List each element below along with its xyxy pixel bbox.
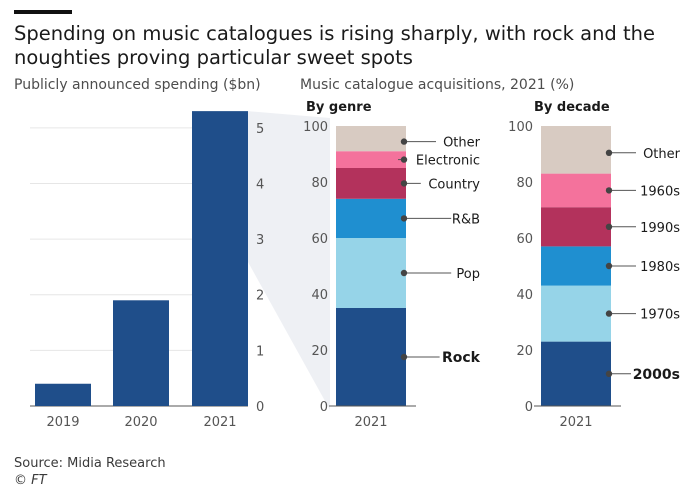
spending-y-tick-label: 5: [256, 122, 264, 137]
decade-segment-label-1960s: 1960s: [640, 184, 680, 199]
spending-y-tick-label: 2: [256, 289, 264, 304]
decade-label-dot: [605, 262, 613, 270]
title-accent-bar: [14, 10, 72, 14]
genre-label-dot: [400, 353, 408, 361]
genre-segment-label-r-b: R&B: [452, 212, 480, 227]
spending-bar-2019: [35, 383, 91, 406]
spending-y-tick-label: 4: [256, 177, 264, 192]
connector-funnel: [248, 111, 330, 411]
decade-label-dot: [605, 223, 613, 230]
spending-y-tick-label: 1: [256, 344, 264, 359]
spending-y-tick-label: 3: [256, 233, 264, 248]
genre-segment-pop: [336, 238, 406, 308]
chart-title: Spending on music catalogues is rising s…: [14, 22, 656, 69]
panel-heading-genre: By genre: [306, 100, 372, 115]
genre-segment-rock: [336, 308, 406, 406]
decade-label-dot: [605, 149, 613, 156]
spending-x-tick-label: 2019: [46, 415, 79, 430]
decade-y-tick-label: 100: [508, 120, 533, 135]
genre-segment-r-b: [336, 198, 406, 238]
genre-segment-other: [336, 126, 406, 152]
genre-segment-label-other: Other: [443, 136, 481, 151]
genre-y-tick-label: 20: [311, 344, 328, 359]
spending-bar-2020: [113, 300, 169, 406]
decade-segment-1980s: [541, 246, 611, 286]
genre-y-tick-label: 100: [303, 120, 328, 135]
decade-y-tick-label: 60: [516, 232, 533, 247]
genre-y-tick-label: 40: [311, 288, 328, 303]
genre-segment-label-rock: Rock: [442, 350, 481, 366]
spending-chart-title: Publicly announced spending ($bn): [14, 77, 261, 93]
genre-y-tick-label: 80: [311, 176, 328, 191]
decade-segment-label-1980s: 1980s: [640, 260, 680, 275]
decade-label-dot: [605, 310, 613, 317]
decade-x-tick-label: 2021: [559, 415, 592, 430]
spending-x-tick-label: 2021: [203, 415, 236, 430]
genre-segment-label-country: Country: [428, 177, 480, 192]
genre-segment-country: [336, 168, 406, 199]
decade-label-dot: [605, 370, 613, 377]
decade-segment-1970s: [541, 285, 611, 342]
decade-y-tick-label: 80: [516, 176, 533, 191]
decade-y-tick-label: 20: [516, 344, 533, 359]
genre-label-dot: [400, 215, 408, 222]
genre-label-dot: [400, 180, 408, 187]
genre-y-tick-label: 0: [320, 400, 328, 415]
decade-segment-other: [541, 126, 611, 174]
acquisitions-chart-title: Music catalogue acquisitions, 2021 (%): [300, 77, 575, 93]
decade-segment-label-2000s: 2000s: [633, 367, 680, 383]
decade-y-tick-label: 40: [516, 288, 533, 303]
spending-x-tick-label: 2020: [124, 415, 157, 430]
ft-credit: © FT: [14, 473, 47, 488]
decade-segment-2000s: [541, 341, 611, 406]
genre-segment-electronic: [336, 151, 406, 168]
source-note: Source: Midia Research: [14, 456, 166, 471]
genre-label-dot: [400, 269, 408, 277]
decade-y-tick-label: 0: [525, 400, 533, 415]
genre-label-dot: [400, 156, 408, 163]
genre-segment-label-pop: Pop: [456, 267, 480, 282]
decade-segment-label-1990s: 1990s: [640, 221, 680, 236]
spending-y-tick-label: 0: [256, 400, 264, 415]
genre-segment-label-electronic: Electronic: [416, 154, 480, 169]
decade-segment-label-1970s: 1970s: [640, 308, 680, 323]
decade-segment-1960s: [541, 173, 611, 208]
panel-heading-decade: By decade: [534, 100, 610, 115]
spending-bar-2021: [192, 111, 248, 407]
decade-segment-label-other: Other: [643, 147, 681, 162]
genre-x-tick-label: 2021: [354, 415, 387, 430]
genre-y-tick-label: 60: [311, 232, 328, 247]
decade-label-dot: [605, 187, 613, 194]
genre-label-dot: [400, 138, 408, 145]
decade-segment-1990s: [541, 207, 611, 247]
